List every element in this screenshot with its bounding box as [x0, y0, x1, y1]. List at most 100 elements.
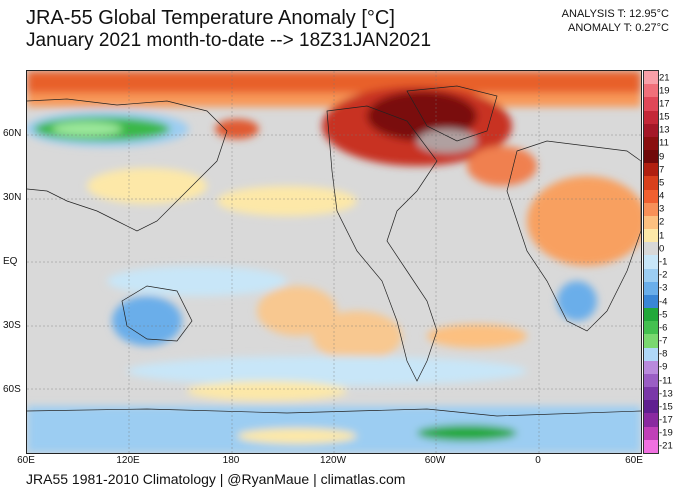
colorbar-cell: [644, 189, 658, 204]
antarctica-coast: [27, 408, 641, 417]
lon-label-60w: 60W: [424, 455, 446, 466]
colorbar-tick-label: -1: [659, 256, 668, 268]
anomaly-map: [26, 70, 642, 454]
colorbar-tick-label: -9: [659, 361, 668, 373]
asia-coast: [27, 98, 228, 232]
lat-label-eq: EQ: [3, 256, 18, 267]
greenland-coast: [406, 85, 498, 142]
antarctica-cold-anomaly: [417, 425, 517, 441]
south-atlantic-warm: [427, 324, 527, 348]
colorbar-tick-label: 15: [659, 111, 670, 123]
colorbar-cell: [644, 294, 658, 309]
colorbar-tick-label: 9: [659, 151, 665, 163]
colorbar-tick-label: -13: [659, 388, 673, 400]
asia-warm-belt: [87, 168, 207, 204]
colorbar-cell: [644, 439, 658, 454]
stats-panel: ANALYSIS T: 12.95°C ANOMALY T: 0.27°C: [562, 7, 669, 35]
colorbar-cell: [644, 387, 658, 401]
colorbar-cell: [644, 71, 658, 85]
colorbar-cell: [644, 110, 658, 125]
colorbar-tick-label: -21: [659, 440, 673, 452]
colorbar-cell: [644, 308, 658, 322]
colorbar-tick-label: 13: [659, 124, 670, 136]
colorbar-cell: [644, 84, 658, 98]
colorbar-tick-label: -15: [659, 401, 673, 413]
colorbar-cell: [644, 229, 658, 243]
colorbar-tick-label: -7: [659, 335, 668, 347]
colorbar: [643, 70, 659, 454]
siberia-cold-core: [52, 122, 122, 136]
southern-africa-cool: [557, 281, 597, 321]
colorbar-tick-label: -6: [659, 322, 668, 334]
colorbar-tick-label: 4: [659, 190, 665, 202]
greenland-extreme: [417, 129, 477, 153]
antarctica-warm-patch: [237, 428, 357, 444]
colorbar-cell: [644, 163, 658, 177]
colorbar-cell: [644, 123, 658, 138]
colorbar-cell: [644, 281, 658, 296]
colorbar-cell: [644, 136, 658, 151]
colorbar-tick-label: -19: [659, 427, 673, 439]
colorbar-tick-label: 5: [659, 177, 665, 189]
colorbar-tick-label: 19: [659, 85, 670, 97]
colorbar-tick-label: 0: [659, 243, 665, 255]
lon-label-180: 180: [222, 455, 240, 466]
anomaly-map-svg: [27, 71, 641, 453]
colorbar-tick-label: -17: [659, 414, 673, 426]
south-pacific-warm-2: [312, 311, 402, 361]
americas-coast: [326, 105, 438, 382]
colorbar-cell: [644, 413, 658, 428]
analysis-temperature: ANALYSIS T: 12.95°C: [561, 8, 669, 20]
colorbar-tick-label: 2: [659, 216, 665, 228]
atlantic-warm: [467, 146, 537, 186]
map-title: JRA-55 Global Temperature Anomaly [°C]: [26, 7, 395, 29]
colorbar-tick-label: 7: [659, 164, 665, 176]
antarctic-cool-band: [27, 406, 641, 453]
lon-label-60e-west: 60E: [17, 455, 35, 466]
colorbar-tick-label: 1: [659, 230, 665, 242]
colorbar-tick-label: 3: [659, 203, 665, 215]
africa-warm-anomaly: [527, 176, 641, 266]
colorbar-tick-label: 21: [659, 72, 670, 84]
lon-label-120w: 120W: [319, 455, 347, 466]
colorbar-tick-label: -3: [659, 282, 668, 294]
colorbar-cell: [644, 426, 658, 441]
colorbar-cell: [644, 360, 658, 375]
lon-label-120e: 120E: [116, 455, 140, 466]
colorbar-cell: [644, 268, 658, 283]
lat-label-30s: 30S: [3, 320, 21, 331]
bering-warm: [215, 119, 259, 139]
colorbar-tick-label: -8: [659, 348, 668, 360]
map-subtitle: January 2021 month-to-date --> 18Z31JAN2…: [26, 30, 432, 51]
colorbar-cell: [644, 347, 658, 362]
south-pacific-warm: [257, 286, 337, 336]
anomaly-field: [27, 71, 641, 453]
colorbar-cell: [644, 321, 658, 335]
coastlines: [27, 85, 641, 417]
colorbar-tick-label: -11: [659, 375, 673, 387]
canada-warm-core: [367, 91, 477, 141]
colorbar-cell: [644, 150, 658, 164]
colorbar-cell: [644, 255, 658, 270]
lat-label-30n: 30N: [3, 192, 22, 203]
colorbar-tick-label: -2: [659, 269, 668, 281]
colorbar-cell: [644, 202, 658, 217]
colorbar-cell: [644, 176, 658, 191]
africa-eurasia-coast: [506, 140, 641, 332]
australia-cool: [112, 296, 182, 346]
lat-label-60n: 60N: [3, 128, 22, 139]
colorbar-tick-label: 17: [659, 98, 670, 110]
colorbar-tick-label: -4: [659, 296, 668, 308]
colorbar-cell: [644, 334, 658, 349]
australia-coast: [121, 285, 193, 342]
equatorial-cool: [107, 266, 287, 296]
lon-label-0: 0: [535, 455, 541, 466]
colorbar-cell: [644, 215, 658, 230]
anomaly-temperature: ANOMALY T: 0.27°C: [568, 22, 669, 34]
pacific-warm-belt: [217, 186, 357, 216]
lon-label-60e-east: 60E: [625, 455, 643, 466]
colorbar-cell: [644, 242, 658, 256]
lat-label-60s: 60S: [3, 384, 21, 395]
southern-ocean-warm: [187, 381, 347, 401]
colorbar-cell: [644, 97, 658, 112]
